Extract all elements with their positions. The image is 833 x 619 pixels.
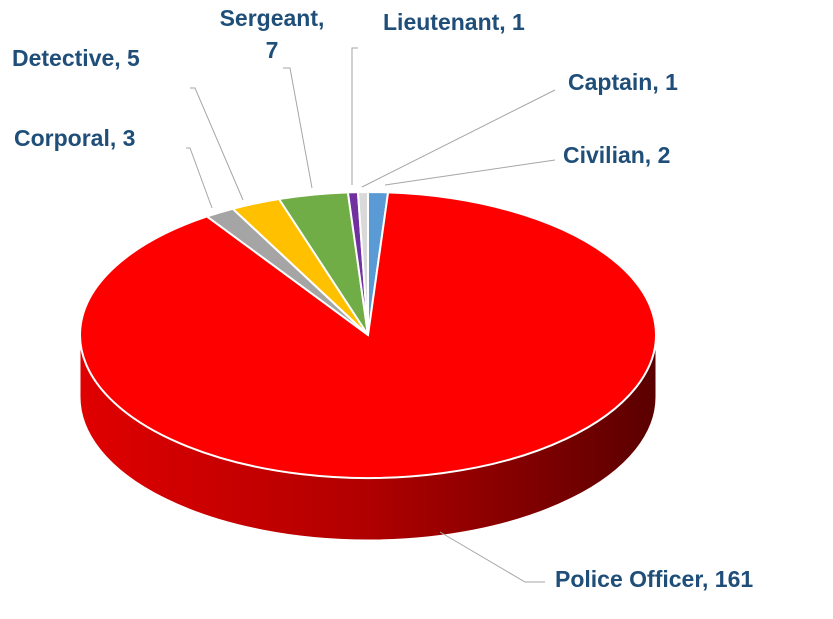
data-label: Lieutenant, 1 bbox=[383, 9, 525, 35]
leader-line bbox=[283, 67, 313, 189]
leader-line bbox=[439, 531, 545, 583]
data-label: Captain, 1 bbox=[568, 69, 678, 95]
data-label: Police Officer, 161 bbox=[555, 566, 753, 592]
leader-line bbox=[351, 47, 358, 185]
data-label: Corporal, 3 bbox=[14, 125, 135, 151]
data-label: Sergeant, 7 bbox=[220, 5, 325, 63]
leader-line bbox=[361, 89, 556, 188]
data-label: Detective, 5 bbox=[12, 45, 140, 71]
leader-line bbox=[186, 147, 213, 209]
leader-line bbox=[190, 87, 244, 201]
data-label-line: 7 bbox=[266, 37, 279, 63]
slice bbox=[356, 190, 369, 336]
leader-line bbox=[384, 159, 556, 186]
data-label: Civilian, 2 bbox=[563, 142, 670, 168]
data-label-line: Sergeant, bbox=[220, 5, 325, 31]
